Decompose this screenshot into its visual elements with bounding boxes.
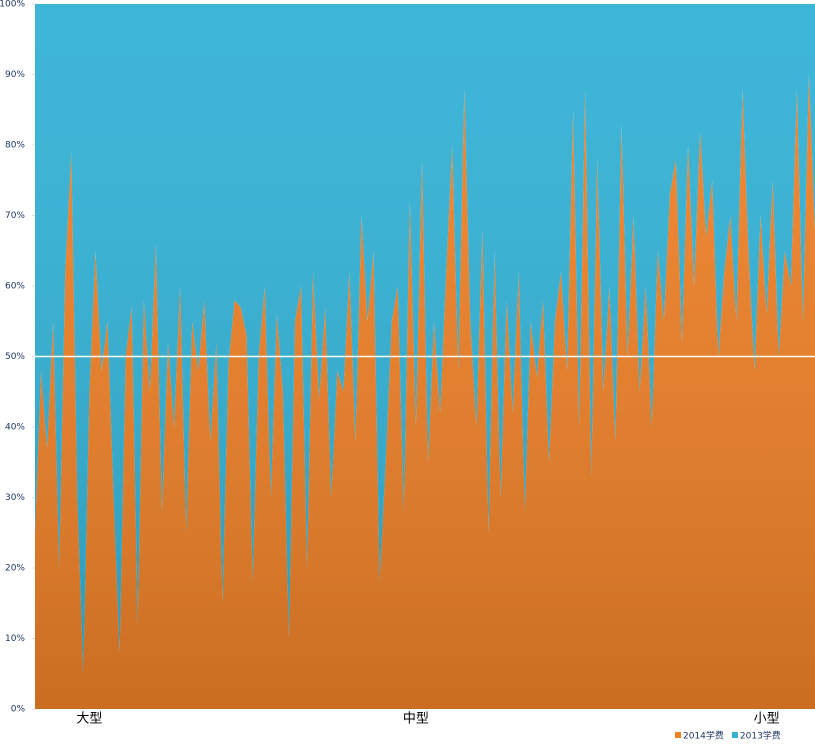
x-tick-label: 中型: [403, 712, 429, 727]
x-tick-label: 大型: [76, 712, 102, 727]
x-tick-label: 小型: [754, 712, 780, 727]
y-tick-label: 50%: [5, 352, 25, 362]
legend-label: 2013学费: [740, 730, 781, 742]
y-tick-label: 40%: [5, 423, 25, 433]
legend-label: 2014学费: [683, 730, 724, 742]
y-tick-label: 80%: [5, 141, 25, 151]
y-tick-label: 30%: [5, 493, 25, 503]
y-tick-label: 60%: [5, 282, 25, 292]
legend-swatch: [675, 732, 681, 738]
y-tick-label: 70%: [5, 211, 25, 221]
y-tick-label: 90%: [5, 70, 25, 80]
y-tick-label: 0%: [11, 705, 26, 715]
y-tick-label: 20%: [5, 564, 25, 574]
y-tick-label: 100%: [0, 0, 25, 10]
y-tick-label: 10%: [5, 634, 25, 644]
legend-swatch: [731, 732, 738, 738]
